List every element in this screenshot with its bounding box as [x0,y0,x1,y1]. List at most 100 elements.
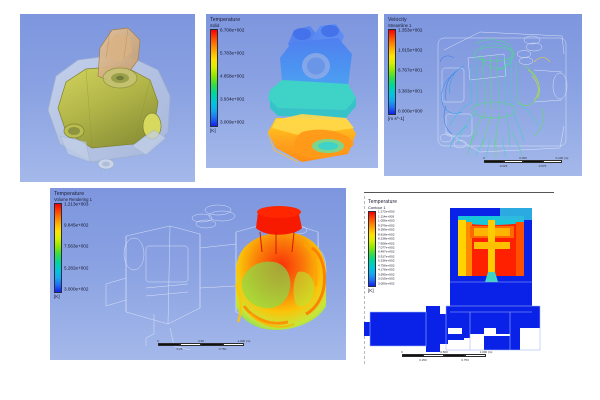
colorbar [210,29,218,128]
legend-tick: 6.767e+001 [398,68,423,74]
scale-sublabel: 0.750 [218,347,227,351]
legend-tick: 4.756e+002 [378,263,395,268]
scale-segment [222,343,244,346]
legend-tick: 3.009e+002 [220,120,245,126]
legend-tick: 5.783e+002 [220,51,245,57]
colorbar [388,29,396,116]
legend-tick: 1.114e+003 [378,214,395,219]
legend-velocity-streamline: Velocity Streamline 1 1.353e+002 1.015e+… [388,17,432,122]
legend-subtitle: Streamline 1 [388,22,412,28]
legend-subtitle: Volume Rendering 1 [54,196,92,202]
legend-title: Velocity [388,17,407,23]
panel-temperature-contour[interactable]: Temperature Contour 1 1.172e+003 1.114e+… [350,186,562,364]
colorbar [54,203,62,294]
scale-label: 1.000 (m) [479,350,493,354]
temperature-solid-render [267,24,356,163]
legend-tick: 9.979e+002 [378,223,395,228]
panel-temperature-solid[interactable]: Temperature Solid 6.708e+002 5.783e+002 … [206,14,378,168]
legend-unit: [m s^-1] [388,115,405,121]
scale-segment [179,343,201,346]
streamlines [439,39,551,159]
legend-tick: 5.282e+002 [64,265,89,271]
legend-tick: 5.917e+002 [378,254,395,259]
scale-label: 1.000 (m) [237,339,251,343]
legend-tick: 9.399e+002 [378,227,395,232]
legend-title: Temperature [368,199,398,205]
scale-sublabel: 0.250 [419,358,427,362]
legend-tick: 3.934e+002 [220,97,245,103]
colorbar-ticks: 1.172e+003 1.114e+003 1.056e+003 9.979e+… [378,209,404,285]
legend-title: Temperature [210,17,241,23]
legend-tick: 1.172e+003 [378,209,395,214]
legend-title: Temperature [54,191,85,197]
legend-tick: 6.497e+002 [378,249,395,254]
scale-label: 0 [483,156,485,160]
wireframe-geometry [437,31,568,153]
legend-temperature-solid: Temperature Solid 6.708e+002 5.783e+002 … [210,17,254,134]
panel-temperature-volume[interactable]: Temperature Volume Rendering 1 1.213e+00… [50,188,346,360]
legend-unit: [K] [210,127,216,133]
legend-tick: 3.595e+002 [378,272,395,277]
legend-temperature-volume: Temperature Volume Rendering 1 1.213e+00… [54,191,98,300]
scale-label: 0 [157,339,159,343]
panel-left-dashed-line [364,196,365,364]
panel-top-rule [364,192,554,193]
scale-segment [465,354,486,357]
scale-segment [423,354,444,357]
legend-unit: [K] [368,287,374,293]
legend-temperature-contour: Temperature Contour 1 1.172e+003 1.114e+… [368,200,404,293]
scale-bar-contour: 0 0.500 1.000 (m) 0.250 0.750 [401,350,492,362]
legend-tick: 8.238e+002 [378,236,395,241]
legend-tick: 1.015e+002 [398,47,423,53]
cad-geometry-render [47,27,171,170]
colorbar-ticks: 1.213e+003 9.845e+002 7.563e+002 5.282e+… [64,201,98,292]
legend-tick: 7.077e+002 [378,245,395,250]
colorbar-ticks: 1.353e+002 1.015e+002 6.767e+001 3.383e+… [398,27,432,114]
legend-subtitle: Solid [210,22,220,28]
scale-sublabel: 0.25 [176,347,183,351]
scale-sublabel: 0.750 [461,358,469,362]
legend-tick: 8.818e+002 [378,232,395,237]
scale-bar-velocity: 0 0.050 0.100 (m) 0.025 0.075 [483,156,568,168]
legend-tick: 3.383e+001 [398,88,423,94]
legend-tick: 4.858e+002 [220,74,245,80]
legend-tick: 6.708e+002 [220,28,245,34]
legend-tick: 3.015e+002 [378,276,395,281]
scale-segment [402,354,423,357]
scale-bar-volume: 0 0.50 1.000 (m) 0.25 0.750 [157,339,250,351]
temperature-contour-render [364,208,541,352]
scale-label: 0.050 [519,156,527,160]
scale-segment [201,343,223,346]
legend-tick: 0.000e+000 [398,108,423,114]
legend-tick: 7.563e+002 [64,244,89,250]
velocity-streamline-render [437,31,568,159]
legend-tick: 7.658e+002 [378,241,395,245]
panel-velocity-streamline[interactable]: Velocity Streamline 1 1.353e+002 1.015e+… [384,14,582,176]
legend-tick: 3.000e+002 [378,280,395,285]
scale-sublabel: 0.025 [499,164,508,168]
colorbar-ticks: 6.708e+002 5.783e+002 4.858e+002 3.934e+… [220,28,254,126]
panel-cad-geometry[interactable] [20,14,195,182]
scale-label: 0.100 (m) [555,156,569,160]
scale-label: 0.50 [198,339,204,343]
legend-tick: 1.056e+003 [378,218,395,223]
scale-segment [542,160,562,163]
scale-segment [503,160,523,163]
legend-subtitle: Contour 1 [368,204,386,210]
scale-label: 0.500 [440,350,448,354]
legend-tick: 4.176e+002 [378,267,395,272]
scale-sublabel: 0.075 [538,164,547,168]
legend-tick: 1.353e+002 [398,27,423,33]
scale-segment [523,160,543,163]
temperature-volume-render [105,204,327,351]
legend-tick: 5.336e+002 [378,258,395,263]
legend-unit: [K] [54,293,60,299]
scale-label: 0 [401,350,403,354]
scale-segment [158,343,180,346]
legend-tick: 1.213e+003 [64,201,89,207]
scale-segment [444,354,465,357]
scale-segment [484,160,504,163]
legend-tick: 9.845e+002 [64,222,89,228]
legend-tick: 3.000e+002 [64,286,89,292]
